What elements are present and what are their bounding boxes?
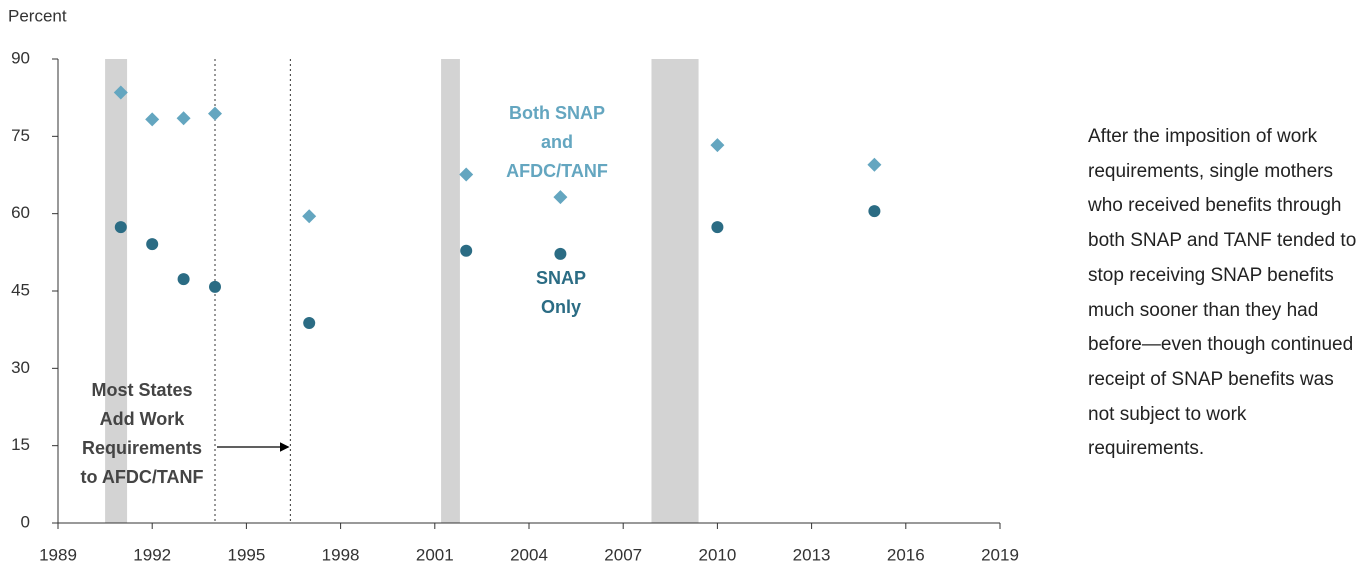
- y-tick-label: 90: [11, 48, 30, 67]
- circle-point: [209, 280, 221, 293]
- recession-band: [105, 59, 128, 523]
- y-tick-label: 60: [11, 203, 30, 222]
- diamond-point: [176, 111, 191, 126]
- x-tick-label: 2016: [887, 545, 925, 564]
- diamond-point: [867, 157, 882, 172]
- x-tick-label: 1995: [227, 545, 265, 564]
- x-tick-label: 1992: [133, 545, 171, 564]
- y-tick-label: 45: [11, 280, 30, 299]
- series-label: SNAP Only: [535, 268, 586, 317]
- side-note: After the imposition of work requirement…: [1088, 126, 1357, 460]
- recession-band: [441, 59, 460, 523]
- circle-point: [460, 244, 473, 257]
- circle-point: [177, 273, 190, 286]
- diamond-point: [302, 209, 317, 224]
- x-tick-label: 1989: [39, 545, 77, 564]
- x-tick-label: 2001: [416, 545, 454, 564]
- circle-point: [146, 238, 159, 251]
- y-tick-label: 75: [11, 126, 30, 145]
- diamond-point: [113, 85, 128, 100]
- y-tick-label: 30: [11, 358, 30, 377]
- circle-point: [303, 316, 316, 329]
- diamond-point: [208, 106, 222, 121]
- annotation: Most States Add Work Requirements to AFD…: [80, 380, 204, 487]
- diamond-point: [459, 167, 474, 182]
- x-tick-label: 2007: [604, 545, 642, 564]
- circle-point: [711, 221, 724, 234]
- series-label: Both SNAP and AFDC/TANF: [506, 103, 608, 181]
- y-tick-label: 15: [11, 435, 30, 454]
- y-tick-label: 0: [21, 512, 30, 531]
- diamond-point: [553, 190, 568, 205]
- x-tick-label: 2013: [793, 545, 831, 564]
- x-tick-label: 2019: [981, 545, 1019, 564]
- diamond-point: [145, 112, 160, 127]
- diamond-point: [710, 138, 725, 153]
- x-tick-label: 1998: [322, 545, 360, 564]
- y-axis-label: Percent: [8, 6, 67, 25]
- circle-point: [114, 221, 127, 234]
- recession-band: [651, 59, 699, 523]
- circle-point: [554, 247, 567, 260]
- x-tick-label: 2004: [510, 545, 548, 564]
- circle-point: [868, 205, 881, 218]
- x-tick-label: 2010: [698, 545, 736, 564]
